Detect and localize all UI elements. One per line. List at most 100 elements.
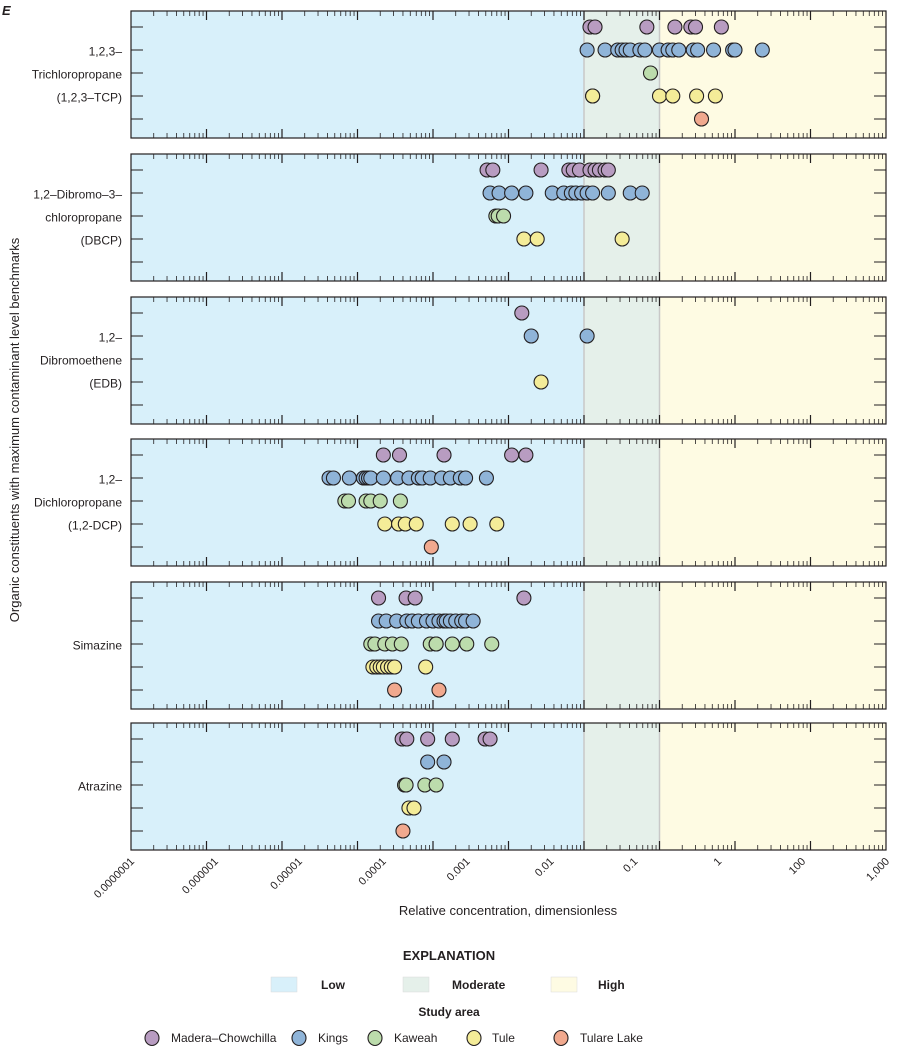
- data-point-tulare-lake: [387, 682, 403, 698]
- data-point-tule: [665, 88, 681, 104]
- legend: EXPLANATION Low Moderate High Study area…: [144, 948, 643, 1047]
- legend-study-area-title: Study area: [418, 1005, 480, 1019]
- legend-label-tule: Tule: [492, 1031, 515, 1045]
- band-high: [659, 439, 886, 566]
- band-low: [131, 154, 584, 281]
- legend-label-low: Low: [321, 978, 346, 992]
- legend-title: EXPLANATION: [403, 948, 495, 963]
- data-point-kings: [363, 470, 379, 486]
- panel-label-line: Dibromoethene: [40, 354, 122, 368]
- band-low: [131, 11, 584, 138]
- data-point-madera-chowchilla: [370, 590, 387, 606]
- data-point-tulare-lake: [423, 539, 439, 555]
- data-point-kings: [671, 42, 687, 58]
- data-point-kings: [504, 185, 520, 201]
- data-point-madera-chowchilla: [639, 19, 655, 35]
- data-point-kaweah: [372, 493, 388, 509]
- data-point-madera-chowchilla: [420, 731, 436, 747]
- data-point-tule: [377, 516, 393, 532]
- panel-label-line: chloropropane: [45, 211, 122, 225]
- panel-4: 1,2– Dichloropropane (1,2-DCP): [34, 438, 887, 567]
- data-point-tule: [651, 88, 668, 104]
- data-point-kings: [579, 328, 595, 344]
- x-axis-title: Relative concentration, dimensionless: [399, 903, 618, 918]
- data-point-tulare-lake: [395, 823, 411, 839]
- data-point-kaweah: [484, 636, 500, 652]
- data-point-kings: [637, 42, 653, 58]
- legend-swatch-high: [550, 976, 578, 993]
- data-point-madera-chowchilla: [375, 447, 391, 463]
- data-point-kaweah: [642, 65, 659, 81]
- data-point-tule: [462, 516, 478, 532]
- x-tick-label: 100: [787, 856, 808, 877]
- data-point-madera-chowchilla: [485, 162, 501, 178]
- legend-marker-tule: [466, 1029, 482, 1047]
- panel-label-line: 1,2,3–: [89, 45, 123, 59]
- legend-marker-madera-chowchilla: [144, 1029, 160, 1047]
- panel-label-line: Dichloropropane: [34, 496, 122, 510]
- panel-label-line: Trichloropropane: [32, 68, 123, 82]
- data-point-kaweah: [428, 636, 444, 652]
- legend-marker-kaweah: [367, 1029, 383, 1047]
- data-point-madera-chowchilla: [436, 447, 452, 463]
- data-point-tule: [516, 231, 532, 247]
- figure-letter: E: [2, 3, 11, 18]
- panel-label-line: (EDB): [89, 377, 122, 391]
- band-low: [131, 723, 584, 850]
- data-point-kings: [458, 470, 474, 486]
- x-tick-label: 1: [712, 856, 725, 869]
- data-point-madera-chowchilla: [444, 731, 460, 747]
- band-high: [659, 582, 886, 709]
- data-point-kings: [465, 613, 481, 629]
- data-point-kings: [585, 185, 601, 201]
- legend-label-high: High: [598, 978, 625, 992]
- band-moderate: [584, 439, 660, 566]
- data-point-kings: [690, 42, 706, 58]
- panel-label-line: (DBCP): [81, 234, 122, 248]
- data-point-kaweah: [398, 777, 414, 793]
- data-point-tulare-lake: [431, 682, 447, 698]
- x-tick-label: 0.01: [533, 856, 557, 880]
- data-point-kings: [727, 42, 743, 58]
- band-high: [659, 297, 886, 424]
- legend-label-madera-chowchilla: Madera–Chowchilla: [171, 1031, 277, 1045]
- data-point-kaweah: [393, 636, 409, 652]
- data-point-tule: [444, 516, 460, 532]
- legend-label-kings: Kings: [318, 1031, 348, 1045]
- data-point-tule: [533, 374, 549, 390]
- data-point-kaweah: [340, 493, 357, 509]
- panel-label-line: (1,2,3–TCP): [57, 91, 122, 105]
- data-point-madera-chowchilla: [667, 19, 683, 35]
- y-axis-title: Organic constituents with maximum contam…: [7, 237, 22, 622]
- panel-3: 1,2– Dibromoethene (EDB): [40, 296, 887, 425]
- data-point-kings: [600, 185, 616, 201]
- data-point-kings: [325, 470, 341, 486]
- data-point-kings: [597, 42, 613, 58]
- legend-marker-tulare-lake: [553, 1029, 569, 1047]
- x-axis: 0.0000001 0.000001 0.00001 0.0001 0.001 0.01 0…: [92, 856, 892, 901]
- panel-1: 1,2,3– Trichloropropane (1,2,3–TCP): [32, 10, 887, 139]
- data-point-madera-chowchilla: [533, 162, 549, 178]
- data-point-kings: [579, 42, 595, 58]
- data-point-madera-chowchilla: [504, 447, 520, 463]
- legend-label-kaweah: Kaweah: [394, 1031, 437, 1045]
- panel-frame: [130, 296, 887, 425]
- data-point-kaweah: [496, 208, 512, 224]
- x-tick-label: 0.1: [621, 856, 640, 875]
- panel-2: 1,2–Dibromo–3– chloropropane (DBCP): [33, 153, 887, 282]
- band-moderate: [584, 723, 660, 850]
- data-point-tule: [529, 231, 545, 247]
- legend-swatch-low: [270, 976, 298, 993]
- data-point-kings: [518, 185, 534, 201]
- data-point-kaweah: [459, 636, 475, 652]
- band-moderate: [584, 582, 660, 709]
- x-tick-label: 0.0000001: [92, 856, 137, 901]
- data-point-madera-chowchilla: [482, 731, 498, 747]
- panel-label-line: Atrazine: [78, 780, 122, 794]
- data-point-madera-chowchilla: [516, 590, 532, 606]
- data-point-kings: [491, 185, 507, 201]
- data-point-madera-chowchilla: [399, 731, 415, 747]
- data-point-kings: [420, 754, 436, 770]
- data-point-madera-chowchilla: [687, 19, 704, 35]
- legend-label-moderate: Moderate: [452, 978, 506, 992]
